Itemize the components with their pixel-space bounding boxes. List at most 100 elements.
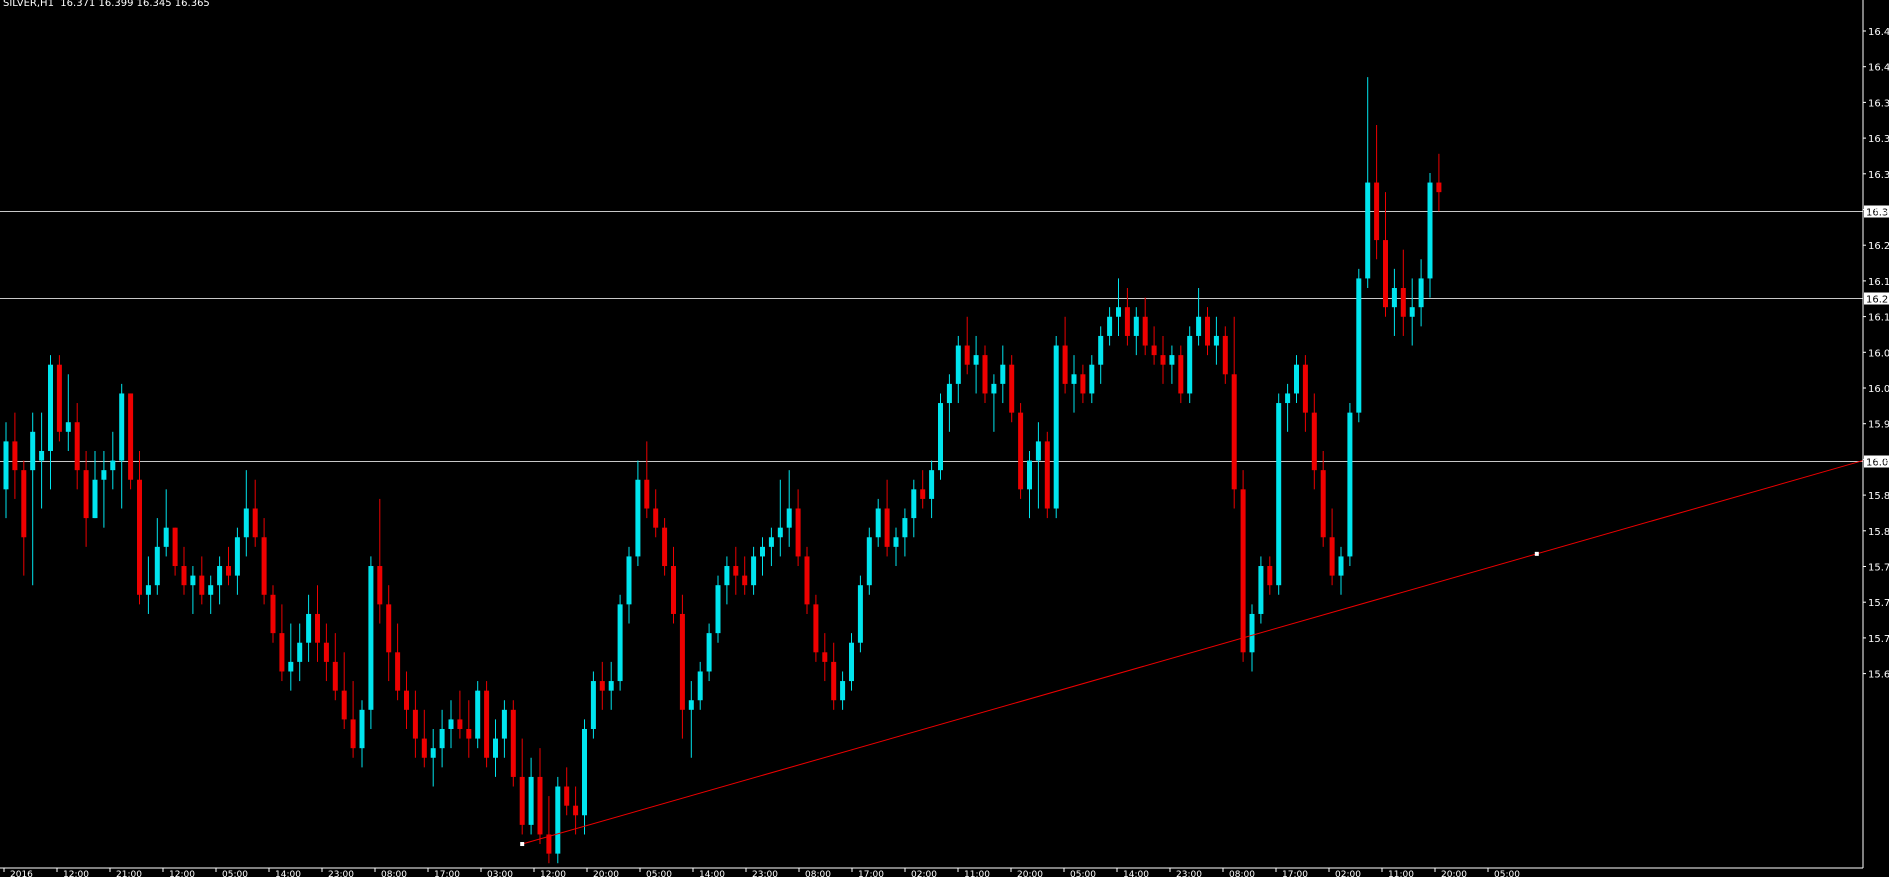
candle [30,412,36,586]
candle-body [573,805,579,816]
price-tick-label: 16.3 [1868,98,1889,109]
candle-body [537,776,543,835]
candle-body [181,566,187,586]
trendline [522,460,1864,845]
candle-body [795,508,801,557]
candle-body [12,441,18,471]
level-price-label: 16.0 [1866,458,1888,469]
candle [875,498,881,547]
candle-body [1098,335,1104,365]
candle-body [199,575,205,595]
candle [671,546,676,624]
candle-body [172,527,178,567]
candle [929,460,935,519]
candle-body [1080,374,1086,394]
candle [893,527,899,567]
candle-body [635,479,641,557]
candle-body [65,422,71,432]
candle-body [1196,316,1202,336]
candle [1089,355,1095,404]
level-price-tag [1864,455,1889,468]
price-tick-label: 16.1 [1868,313,1889,324]
candle [644,441,650,519]
candle-body [519,776,525,825]
candle [902,508,908,557]
candle-body [653,508,659,528]
candle-body [1124,307,1130,336]
candle [297,623,303,682]
candle-body [857,585,863,643]
candle-body [849,642,854,682]
time-tick-label: 14:00 [1123,870,1149,877]
candle-body [662,527,668,567]
candle-body [1365,182,1371,279]
candle [804,546,810,614]
candle [1044,431,1050,519]
candle-body [715,585,721,634]
time-tick-label: 17:00 [858,870,884,877]
candle-body [938,403,943,471]
candle [946,374,952,432]
price-tick-label: 16.2 [1868,206,1889,217]
candle-body [306,613,312,643]
candle [599,661,605,710]
candle [1436,153,1442,212]
candle [1347,403,1353,567]
candle-body [804,556,810,605]
candle [1285,383,1291,432]
candle-body [1374,182,1380,241]
candle-body [546,834,552,854]
candle [332,633,338,701]
candle-body [226,566,231,576]
candle [697,661,703,710]
candle [475,681,481,749]
candle-body [217,566,223,586]
price-tick-label: 15.8 [1868,491,1889,502]
candle [350,681,356,758]
candle [590,671,596,739]
candle-body [412,709,418,739]
candle [653,489,659,538]
candle [1133,307,1139,356]
candle [137,450,142,605]
candle-body [288,661,294,672]
candle [3,422,9,519]
time-tick-label: 02:00 [1335,870,1361,877]
candle [573,786,579,835]
time-tick-label: 11:00 [964,870,990,877]
candle [243,470,249,557]
candle-body [1142,316,1148,346]
candle-body [768,537,774,547]
candle-body [626,556,632,605]
candle-body [671,566,676,614]
candle-body [866,537,872,586]
candle-body [21,470,27,538]
candle-body [697,671,703,701]
candle [21,460,27,576]
candle [777,479,783,557]
candle-body [706,633,712,672]
candle-body [582,728,587,816]
candle-body [1302,364,1308,413]
candle [448,700,454,749]
candle-body [137,479,142,595]
candle [1356,268,1362,423]
candle [1027,450,1032,519]
candle [145,556,151,614]
price-tick-label: 15.6 [1868,670,1889,681]
candle [92,450,98,519]
candle-body [1151,345,1157,356]
time-axis: 2016 12:00 21:00 12:00 05:00 14:00 23:00 08:00 1… [0,867,1863,877]
time-tick-label: 05:00 [646,870,672,877]
time-tick-label: 05:00 [1070,870,1096,877]
candle [786,470,792,547]
candle [813,594,819,662]
candle-body [110,460,116,471]
candle-body [270,594,276,634]
time-tick-label: 21:00 [116,870,142,877]
candle [457,690,463,739]
price-tick-label: 16.0 [1868,384,1889,395]
candle [733,546,739,595]
candle [1178,345,1184,404]
